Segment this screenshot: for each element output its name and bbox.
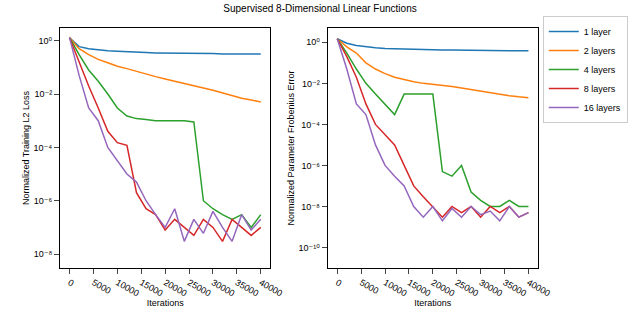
svg-text:10⁻²: 10⁻²: [34, 89, 52, 99]
svg-text:10⁻⁴: 10⁻⁴: [301, 120, 320, 130]
svg-text:Iterations: Iterations: [147, 298, 185, 308]
svg-text:Normalized Parameter Frobenius: Normalized Parameter Frobenius Error: [286, 70, 296, 225]
svg-text:Supervised 8-Dimensional Linea: Supervised 8-Dimensional Linear Function…: [223, 3, 416, 14]
svg-text:15000: 15000: [406, 277, 433, 298]
svg-text:10⁻²: 10⁻²: [302, 79, 320, 89]
svg-text:30000: 30000: [477, 277, 504, 298]
svg-text:Iterations: Iterations: [414, 298, 452, 308]
svg-text:20000: 20000: [430, 277, 457, 298]
svg-text:25000: 25000: [453, 277, 480, 298]
svg-text:10⁻¹⁰: 10⁻¹⁰: [299, 243, 321, 253]
svg-text:35000: 35000: [501, 277, 528, 298]
svg-text:10000: 10000: [114, 277, 141, 298]
svg-text:40000: 40000: [525, 277, 552, 298]
svg-text:10⁻⁶: 10⁻⁶: [34, 196, 53, 206]
svg-text:40000: 40000: [258, 277, 285, 298]
svg-text:20000: 20000: [162, 277, 189, 298]
svg-text:1 layer: 1 layer: [584, 27, 611, 37]
svg-text:8 layers: 8 layers: [584, 84, 616, 94]
svg-text:4 layers: 4 layers: [584, 65, 616, 75]
svg-text:25000: 25000: [186, 277, 213, 298]
svg-text:10⁻⁸: 10⁻⁸: [301, 202, 320, 212]
svg-text:15000: 15000: [138, 277, 165, 298]
svg-text:2 layers: 2 layers: [584, 46, 616, 56]
svg-text:10⁻⁴: 10⁻⁴: [34, 143, 53, 153]
svg-text:10⁰: 10⁰: [39, 36, 53, 46]
svg-text:0: 0: [334, 277, 343, 288]
svg-text:10⁻⁶: 10⁻⁶: [301, 161, 320, 171]
svg-text:0: 0: [66, 277, 75, 288]
svg-text:10⁰: 10⁰: [306, 37, 320, 47]
svg-text:35000: 35000: [234, 277, 261, 298]
svg-text:16 layers: 16 layers: [584, 103, 621, 113]
svg-text:Normalized Training L2 Loss: Normalized Training L2 Loss: [21, 90, 31, 205]
svg-text:30000: 30000: [210, 277, 237, 298]
svg-text:10000: 10000: [382, 277, 409, 298]
svg-text:5000: 5000: [358, 277, 380, 296]
svg-text:5000: 5000: [90, 277, 112, 296]
svg-text:10⁻⁸: 10⁻⁸: [34, 249, 53, 259]
